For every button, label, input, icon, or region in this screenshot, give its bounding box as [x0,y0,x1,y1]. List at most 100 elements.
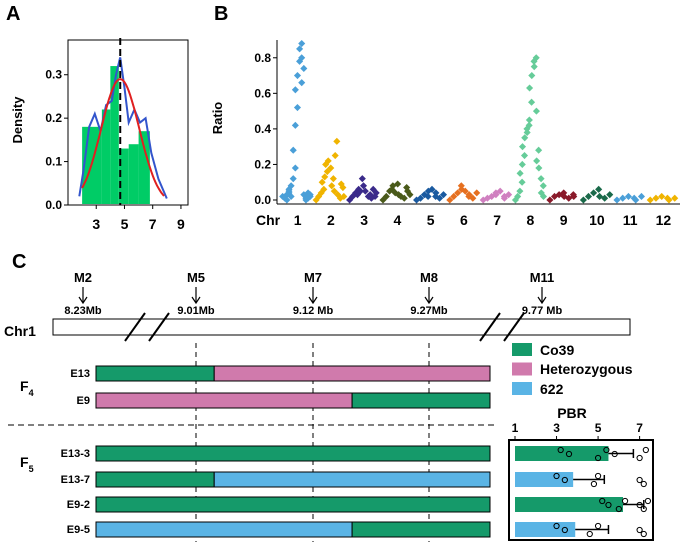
ratio-scatter-panel: 0.00.20.40.60.81 2 3 4 5 6 7 8 9 10 11 12 [254,40,680,228]
chr8-point-19 [532,107,540,115]
chr12-point-5 [671,194,679,202]
pbr-point-E13-3-0 [557,446,564,454]
pbr-point-E13-7-5 [640,480,647,488]
chr10-point-2 [590,189,598,197]
chr11-point-0 [613,196,621,204]
chr8-point-7 [518,143,527,151]
pbr-point-E9-5-2 [586,530,593,538]
chr8-point-18 [530,63,538,71]
chromosome-break-mark-2 [479,312,501,342]
histogram-xtick-label-1: 5 [121,216,129,232]
chr8-point-1 [514,192,522,200]
histogram-plot-frame [67,39,189,206]
genotype-segment-E13-1 [213,365,491,382]
generation-f4-main: F [20,378,29,394]
genotype-segment-E9-5-1 [351,521,491,538]
normal-fit-curve [81,78,165,197]
genotype-segment-E13-3-0 [95,445,491,462]
chr6-point-0 [446,196,454,204]
line-label-E13-7: E13-7 [61,474,90,486]
chr3-point-6 [359,182,368,190]
pbr-bar-E9-2 [515,497,623,512]
chr2-point-10 [329,175,337,183]
pbr-bar-E13-7 [515,472,574,487]
scatter-ylabel: Ratio [210,102,225,135]
histogram-ytick-label-1: 0.1 [45,155,62,169]
pbr-point-E13-7-4 [636,476,643,484]
chr8-point-10 [525,121,533,129]
scatter-xtick-label-9: 9 [560,212,568,228]
scatter-xtick-label-5: 5 [427,212,435,228]
chr1-point-4 [283,196,291,204]
generation-f5-label: F5 [20,454,34,474]
histogram-xtick-label-2: 7 [149,216,157,232]
pbr-point-E13-7-1 [561,476,568,484]
marker-name-M8: M8 [420,270,438,285]
marker-name-M5: M5 [187,270,205,285]
pbr-point-E9-5-5 [640,530,647,538]
chr4-point-12 [406,191,414,199]
chr2-point-11 [328,182,336,190]
chr10-point-1 [584,192,593,200]
chr3-point-8 [361,187,369,195]
histogram-xtick-label-3: 9 [177,216,185,232]
marker-arrow-head-1 [191,296,201,305]
generation-f5-main: F [20,454,29,470]
pbr-point-E13-3-4 [611,450,618,458]
histogram-ytick-label-0: 0.0 [45,198,62,212]
chr8-point-4 [516,169,524,177]
legend-swatch-2 [512,382,532,395]
chr4-point-9 [400,194,408,202]
histogram-ytick-label-3: 0.3 [45,68,62,82]
genotype-segment-E9-0 [95,392,353,409]
chr6-point-2 [454,189,462,197]
pbr-point-E9-2-0 [599,497,606,505]
chr11-point-4 [632,196,640,204]
scatter-xtick-label-4: 4 [393,212,401,228]
chr3-point-7 [358,175,366,183]
chr1-point-29 [306,191,314,199]
pbr-frame [508,439,654,541]
genotype-segment-E9-5-0 [95,521,353,538]
chromosome-6-points [446,182,481,204]
genotype-segment-E13-7-1 [213,471,491,488]
chromosome-break-mark-0 [124,312,146,342]
chr8-point-23 [537,175,545,183]
marker-position-M2: 8.23Mb [64,305,102,317]
scatter-xlabel: Chr [256,212,281,228]
chr9-point-7 [570,192,578,200]
chr2-point-3 [320,185,328,193]
chr8-point-13 [528,98,536,106]
chr4-point-1 [382,192,390,200]
chromosome-5-points [413,185,448,204]
marker-arrow-head-4 [537,296,547,305]
histogram-bar-2 [110,66,119,204]
generation-f4-sub: 4 [29,388,34,398]
scatter-xtick-label-7: 7 [493,212,501,228]
pbr-point-E13-7-3 [594,472,602,480]
legend-label-heterozygous: Heterozygous [540,361,633,377]
chr8-point-21 [533,157,541,165]
chr12-point-0 [646,196,654,204]
chr12-point-1 [652,194,660,202]
chr4-point-7 [394,180,402,188]
chr8-point-17 [532,54,540,62]
chr11-point-2 [624,192,632,200]
chr2-point-5 [321,173,329,181]
chr7-point-8 [505,191,513,199]
chr8-point-12 [525,116,533,124]
chr2-point-9 [327,164,335,172]
pbr-xtick-label-0: 1 [512,421,519,435]
chr7-point-4 [492,191,500,199]
chromosome-7-points [479,187,513,204]
chr10-point-5 [601,194,609,202]
chromosome-break-mark-3 [503,312,525,342]
line-label-E13-3: E13-3 [61,448,90,460]
fine-mapping-panel: Chr1 F4 F5 Co39 Heterozygous 622 PBR M28… [4,270,654,542]
scatter-xtick-label-10: 10 [589,212,605,228]
chr5-point-8 [436,194,444,202]
chr2-point-13 [333,137,341,145]
chr1-point-21 [298,79,306,87]
histogram-bar-5 [138,131,150,204]
pbr-point-E9-2-5 [640,505,647,513]
